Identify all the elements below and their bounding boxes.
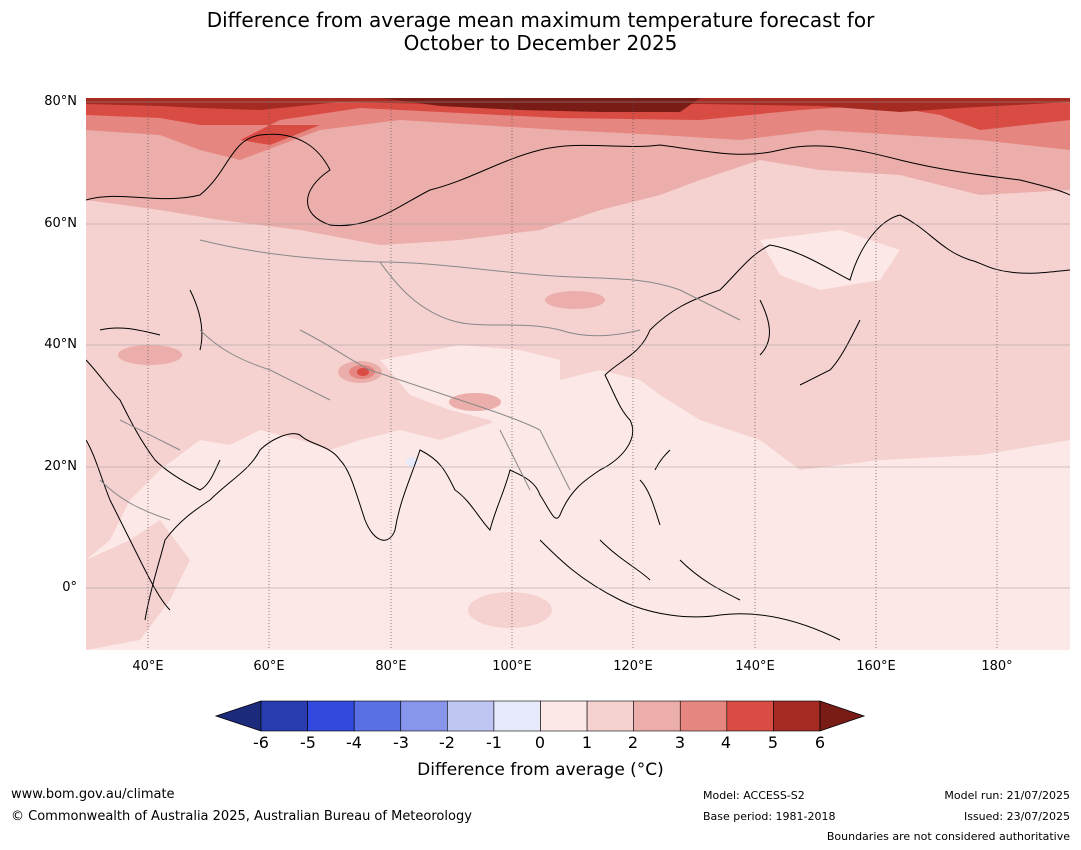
colorbar-segment bbox=[447, 700, 495, 732]
colorbar-segment bbox=[773, 700, 821, 732]
footer-model-run: Model run: 21/07/2025 bbox=[944, 789, 1070, 802]
lon-label-180: 180° bbox=[981, 659, 1013, 674]
footer-website: www.bom.gov.au/climate bbox=[11, 787, 175, 802]
lat-label-20n: 20°N bbox=[44, 459, 77, 474]
anomaly-region-over6 bbox=[380, 98, 700, 112]
se-asia-border bbox=[499, 429, 571, 491]
temperature-anomaly-field bbox=[86, 98, 1070, 650]
russia-southern-border bbox=[199, 239, 741, 321]
mongolia-border bbox=[379, 261, 641, 337]
colorbar-tick-label: -5 bbox=[300, 733, 316, 752]
colorbar-segment bbox=[633, 700, 681, 732]
lat-label-0: 0° bbox=[62, 580, 77, 595]
anomaly-region-5to6 bbox=[86, 98, 1070, 112]
anomaly-hotspot-inner bbox=[357, 368, 369, 376]
colorbar-segment bbox=[493, 700, 541, 732]
middle-east-border bbox=[99, 419, 181, 521]
footer-model: Model: ACCESS-S2 bbox=[703, 789, 805, 802]
lat-label-60n: 60°N bbox=[44, 216, 77, 231]
asia-coastline bbox=[144, 214, 1070, 621]
lon-label-80e: 80°E bbox=[375, 659, 407, 674]
japan-coastline bbox=[759, 299, 861, 386]
colorbar-segment bbox=[586, 700, 634, 732]
anomaly-patch-tibet bbox=[449, 393, 501, 411]
anomaly-region-3to4 bbox=[86, 98, 1070, 160]
anomaly-patch-indian-ocean bbox=[468, 592, 552, 628]
anomaly-region-4to5 bbox=[86, 98, 1070, 145]
himalaya-border bbox=[299, 329, 541, 431]
colorbar-tick-label: -3 bbox=[393, 733, 409, 752]
colorbar-tick-label: 1 bbox=[581, 733, 593, 752]
lon-label-160e: 160°E bbox=[856, 659, 896, 674]
map-title: Difference from average mean maximum tem… bbox=[0, 9, 1081, 55]
colorbar-tick-label: 2 bbox=[627, 733, 639, 752]
colorbar-tick-label: -6 bbox=[253, 733, 269, 752]
arabia-coastline bbox=[86, 359, 221, 491]
colorbar-under-arrow bbox=[214, 700, 262, 732]
anomaly-patch-mongolia bbox=[545, 291, 605, 309]
colorbar-tick-label: 4 bbox=[720, 733, 732, 752]
lon-label-60e: 60°E bbox=[253, 659, 285, 674]
colorbar-tick-label: 0 bbox=[534, 733, 546, 752]
title-line-2: October to December 2025 bbox=[403, 31, 678, 55]
lon-label-100e: 100°E bbox=[492, 659, 532, 674]
anomaly-region-pacific bbox=[820, 260, 1070, 455]
colorbar bbox=[214, 700, 866, 732]
country-boundaries bbox=[99, 239, 741, 521]
lat-label-80n: 80°N bbox=[44, 94, 77, 109]
lon-label-140e: 140°E bbox=[735, 659, 775, 674]
arctic-coastline bbox=[86, 133, 1070, 227]
indonesia-coastline bbox=[539, 539, 841, 641]
footer-boundaries-note: Boundaries are not considered authoritat… bbox=[826, 830, 1070, 843]
footer-issued: Issued: 23/07/2025 bbox=[963, 810, 1070, 823]
colorbar-segment bbox=[260, 700, 308, 732]
colorbar-segment bbox=[540, 700, 588, 732]
colorbar-segment bbox=[307, 700, 355, 732]
anomaly-region-2to3 bbox=[86, 98, 1070, 245]
colorbar-tick-label: 3 bbox=[674, 733, 686, 752]
colorbar-over-arrow bbox=[819, 700, 866, 732]
colorbar-segment bbox=[353, 700, 402, 732]
philippines-coastline bbox=[639, 449, 671, 526]
anomaly-region-africa bbox=[86, 520, 190, 650]
graticule bbox=[86, 98, 1070, 650]
coastlines bbox=[86, 133, 1070, 641]
colorbar-tick-label: 5 bbox=[767, 733, 779, 752]
title-line-1: Difference from average mean maximum tem… bbox=[206, 8, 875, 32]
anomaly-patch-caspian bbox=[118, 345, 182, 365]
footer-copyright: © Commonwealth of Australia 2025, Austra… bbox=[11, 809, 472, 824]
colorbar-tick-label: 6 bbox=[814, 733, 826, 752]
colorbar-segment bbox=[400, 700, 448, 732]
lon-label-120e: 120°E bbox=[613, 659, 653, 674]
colorbar-segment bbox=[679, 700, 728, 732]
colorbar-tick-label: -4 bbox=[346, 733, 362, 752]
lat-label-40n: 40°N bbox=[44, 337, 77, 352]
colorbar-label: Difference from average (°C) bbox=[417, 760, 664, 780]
colorbar-tick-label: -2 bbox=[439, 733, 455, 752]
colorbar-tick-label: -1 bbox=[486, 733, 502, 752]
africa-coastline bbox=[86, 439, 171, 611]
footer-base-period: Base period: 1981-2018 bbox=[703, 810, 836, 823]
colorbar-segment bbox=[726, 700, 774, 732]
lon-label-40e: 40°E bbox=[132, 659, 164, 674]
